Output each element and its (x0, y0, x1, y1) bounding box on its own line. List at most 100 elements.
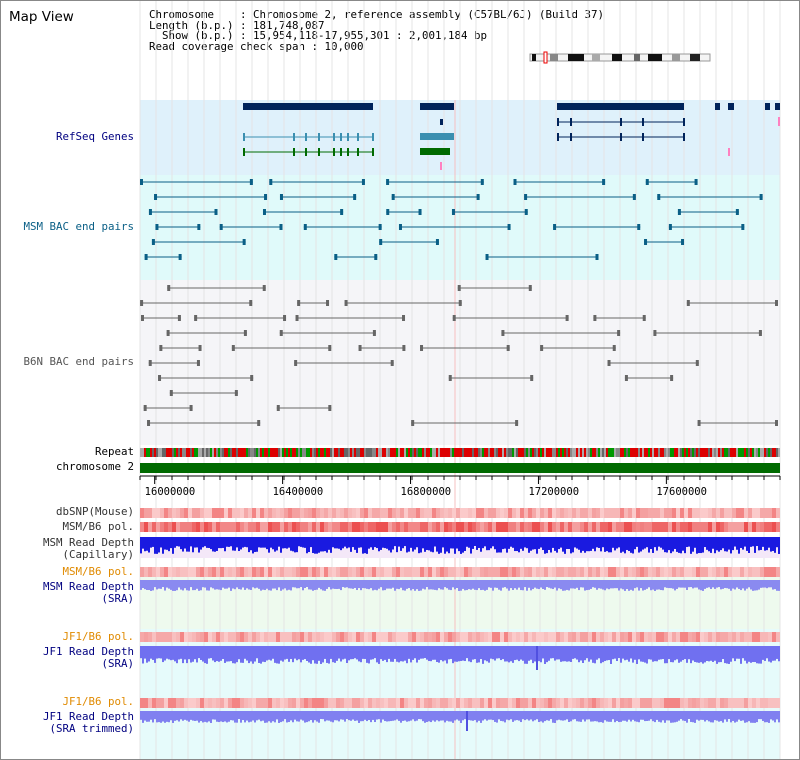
track-label-jf1-depth-sra[interactable]: JF1 Read Depth (SRA) (43, 646, 134, 670)
jf1-b6-pol-cell (720, 632, 724, 642)
jf1-sra-depth-bar (236, 646, 238, 663)
msm-b6-pol-sra-cell (740, 567, 744, 577)
track-label-msm-b6-pol-2[interactable]: MSM/B6 pol. (62, 565, 134, 578)
msm-sra-depth-bar (424, 580, 426, 590)
track-label-jf1-b6-pol-2[interactable]: JF1/B6 pol. (62, 695, 134, 708)
msm-b6-pol-cell (712, 522, 716, 532)
jf1-trimmed-depth-bar (752, 711, 754, 723)
msm-sra-depth-bar (342, 580, 344, 588)
jf1-b6-pol-trim-cell (560, 698, 564, 708)
jf1-sra-depth-bar (204, 646, 206, 664)
msm-sra-depth-bar (612, 580, 614, 589)
jf1-sra-depth-bar (298, 646, 300, 660)
msm-b6-pol-cell (500, 522, 504, 532)
jf1-sra-depth-bar (636, 646, 638, 664)
msm-capillary-depth-bar (530, 537, 532, 551)
msm-sra-depth-bar (664, 580, 666, 588)
jf1-sra-depth-bar (222, 646, 224, 659)
dbsnp-cell (280, 508, 284, 518)
jf1-trimmed-depth-bar (492, 711, 494, 721)
jf1-sra-depth-bar (352, 646, 354, 660)
jf1-sra-depth-bar (528, 646, 530, 661)
dbsnp-cell (340, 508, 344, 518)
jf1-b6-pol-trim-cell (752, 698, 756, 708)
jf1-b6-pol-cell (452, 632, 456, 642)
repeat-segment (196, 448, 198, 457)
msm-capillary-depth-bar (556, 537, 558, 553)
track-label-repeat[interactable]: Repeat (94, 445, 134, 458)
msm-b6-pol-sra-cell (172, 567, 176, 577)
jf1-trimmed-depth-bar (726, 711, 728, 722)
jf1-b6-pol-trim-cell (284, 698, 288, 708)
track-label-msm-b6-pol[interactable]: MSM/B6 pol. (62, 520, 134, 533)
msm-b6-pol-cell (496, 522, 500, 532)
repeat-segment (578, 448, 580, 457)
msm-capillary-depth-bar (342, 537, 344, 549)
info-show: Show (b.p.) : 15,954,118-17,955,301 : 2,… (149, 29, 488, 42)
repeat-segment (450, 448, 452, 457)
msm-bac-pair-end (391, 194, 395, 200)
repeat-segment (200, 448, 202, 457)
jf1-b6-pol-trim-cell (692, 698, 696, 708)
dbsnp-cell (760, 508, 764, 518)
jf1-b6-pol-cell (216, 632, 220, 642)
msm-b6-pol-cell (356, 522, 360, 532)
jf1-b6-pol-cell (220, 632, 224, 642)
b6n-bac-pair-end (612, 345, 616, 351)
msm-capillary-depth-bar (768, 537, 770, 548)
msm-b6-pol-cell (408, 522, 412, 532)
jf1-sra-depth-bar (246, 646, 248, 661)
jf1-trimmed-depth-bar (422, 711, 424, 722)
jf1-sra-depth-bar (456, 646, 458, 662)
msm-b6-pol-cell (728, 522, 732, 532)
msm-capillary-depth-bar (472, 537, 474, 549)
track-label-b6n-bac[interactable]: B6N BAC end pairs (23, 355, 134, 368)
msm-b6-pol-cell (260, 522, 264, 532)
jf1-sra-depth-bar (648, 646, 650, 660)
msm-sra-depth-bar (374, 580, 376, 590)
jf1-b6-pol-cell (556, 632, 560, 642)
jf1-sra-depth-bar (186, 646, 188, 664)
dbsnp-cell (696, 508, 700, 518)
msm-b6-pol-sra-cell (392, 567, 396, 577)
track-label-chromosome[interactable]: chromosome 2 (55, 460, 134, 473)
msm-sra-depth-bar (726, 580, 728, 589)
jf1-sra-depth-bar (680, 646, 682, 662)
msm-sra-depth-bar (614, 580, 616, 589)
exon (570, 133, 572, 141)
msm-b6-pol-sra-cell (388, 567, 392, 577)
jf1-b6-pol-cell (496, 632, 500, 642)
msm-capillary-depth-bar (394, 537, 396, 547)
track-label-msm-depth-capillary[interactable]: MSM Read Depth (Capillary) (43, 537, 134, 561)
track-label-msm-bac[interactable]: MSM BAC end pairs (23, 220, 134, 233)
msm-b6-pol-cell (284, 522, 288, 532)
msm-b6-pol-cell (212, 522, 216, 532)
jf1-trimmed-depth-bar (712, 711, 714, 723)
track-label-dbsnp[interactable]: dbSNP(Mouse) (55, 505, 134, 518)
msm-b6-pol-cell (752, 522, 756, 532)
exon (305, 133, 307, 141)
msm-capillary-depth-bar (280, 537, 282, 553)
track-label-jf1-b6-pol[interactable]: JF1/B6 pol. (62, 630, 134, 643)
msm-bac-pair-end (694, 179, 698, 185)
track-label-jf1-depth-trimmed[interactable]: JF1 Read Depth (SRA trimmed) (43, 711, 134, 735)
msm-capillary-depth-bar (480, 537, 482, 552)
jf1-trimmed-depth-bar (768, 711, 770, 723)
ideogram-band (690, 54, 700, 61)
msm-b6-pol-sra-cell (340, 567, 344, 577)
track-label-refseq-genes[interactable]: RefSeq Genes (55, 130, 134, 143)
msm-capillary-depth-bar (668, 537, 670, 551)
repeat-segment (256, 448, 258, 457)
jf1-sra-depth-bar (624, 646, 626, 661)
repeat-segment (530, 448, 532, 457)
msm-capillary-depth-bar (540, 537, 542, 548)
msm-capillary-depth-bar (684, 537, 686, 554)
repeat-segment (624, 448, 626, 457)
jf1-b6-pol-cell (488, 632, 492, 642)
msm-capillary-depth-bar (328, 537, 330, 550)
dbsnp-cell (304, 508, 308, 518)
msm-capillary-depth-bar (140, 537, 142, 554)
track-label-msm-depth-sra[interactable]: MSM Read Depth (SRA) (43, 581, 134, 605)
jf1-sra-depth-bar (386, 646, 388, 663)
